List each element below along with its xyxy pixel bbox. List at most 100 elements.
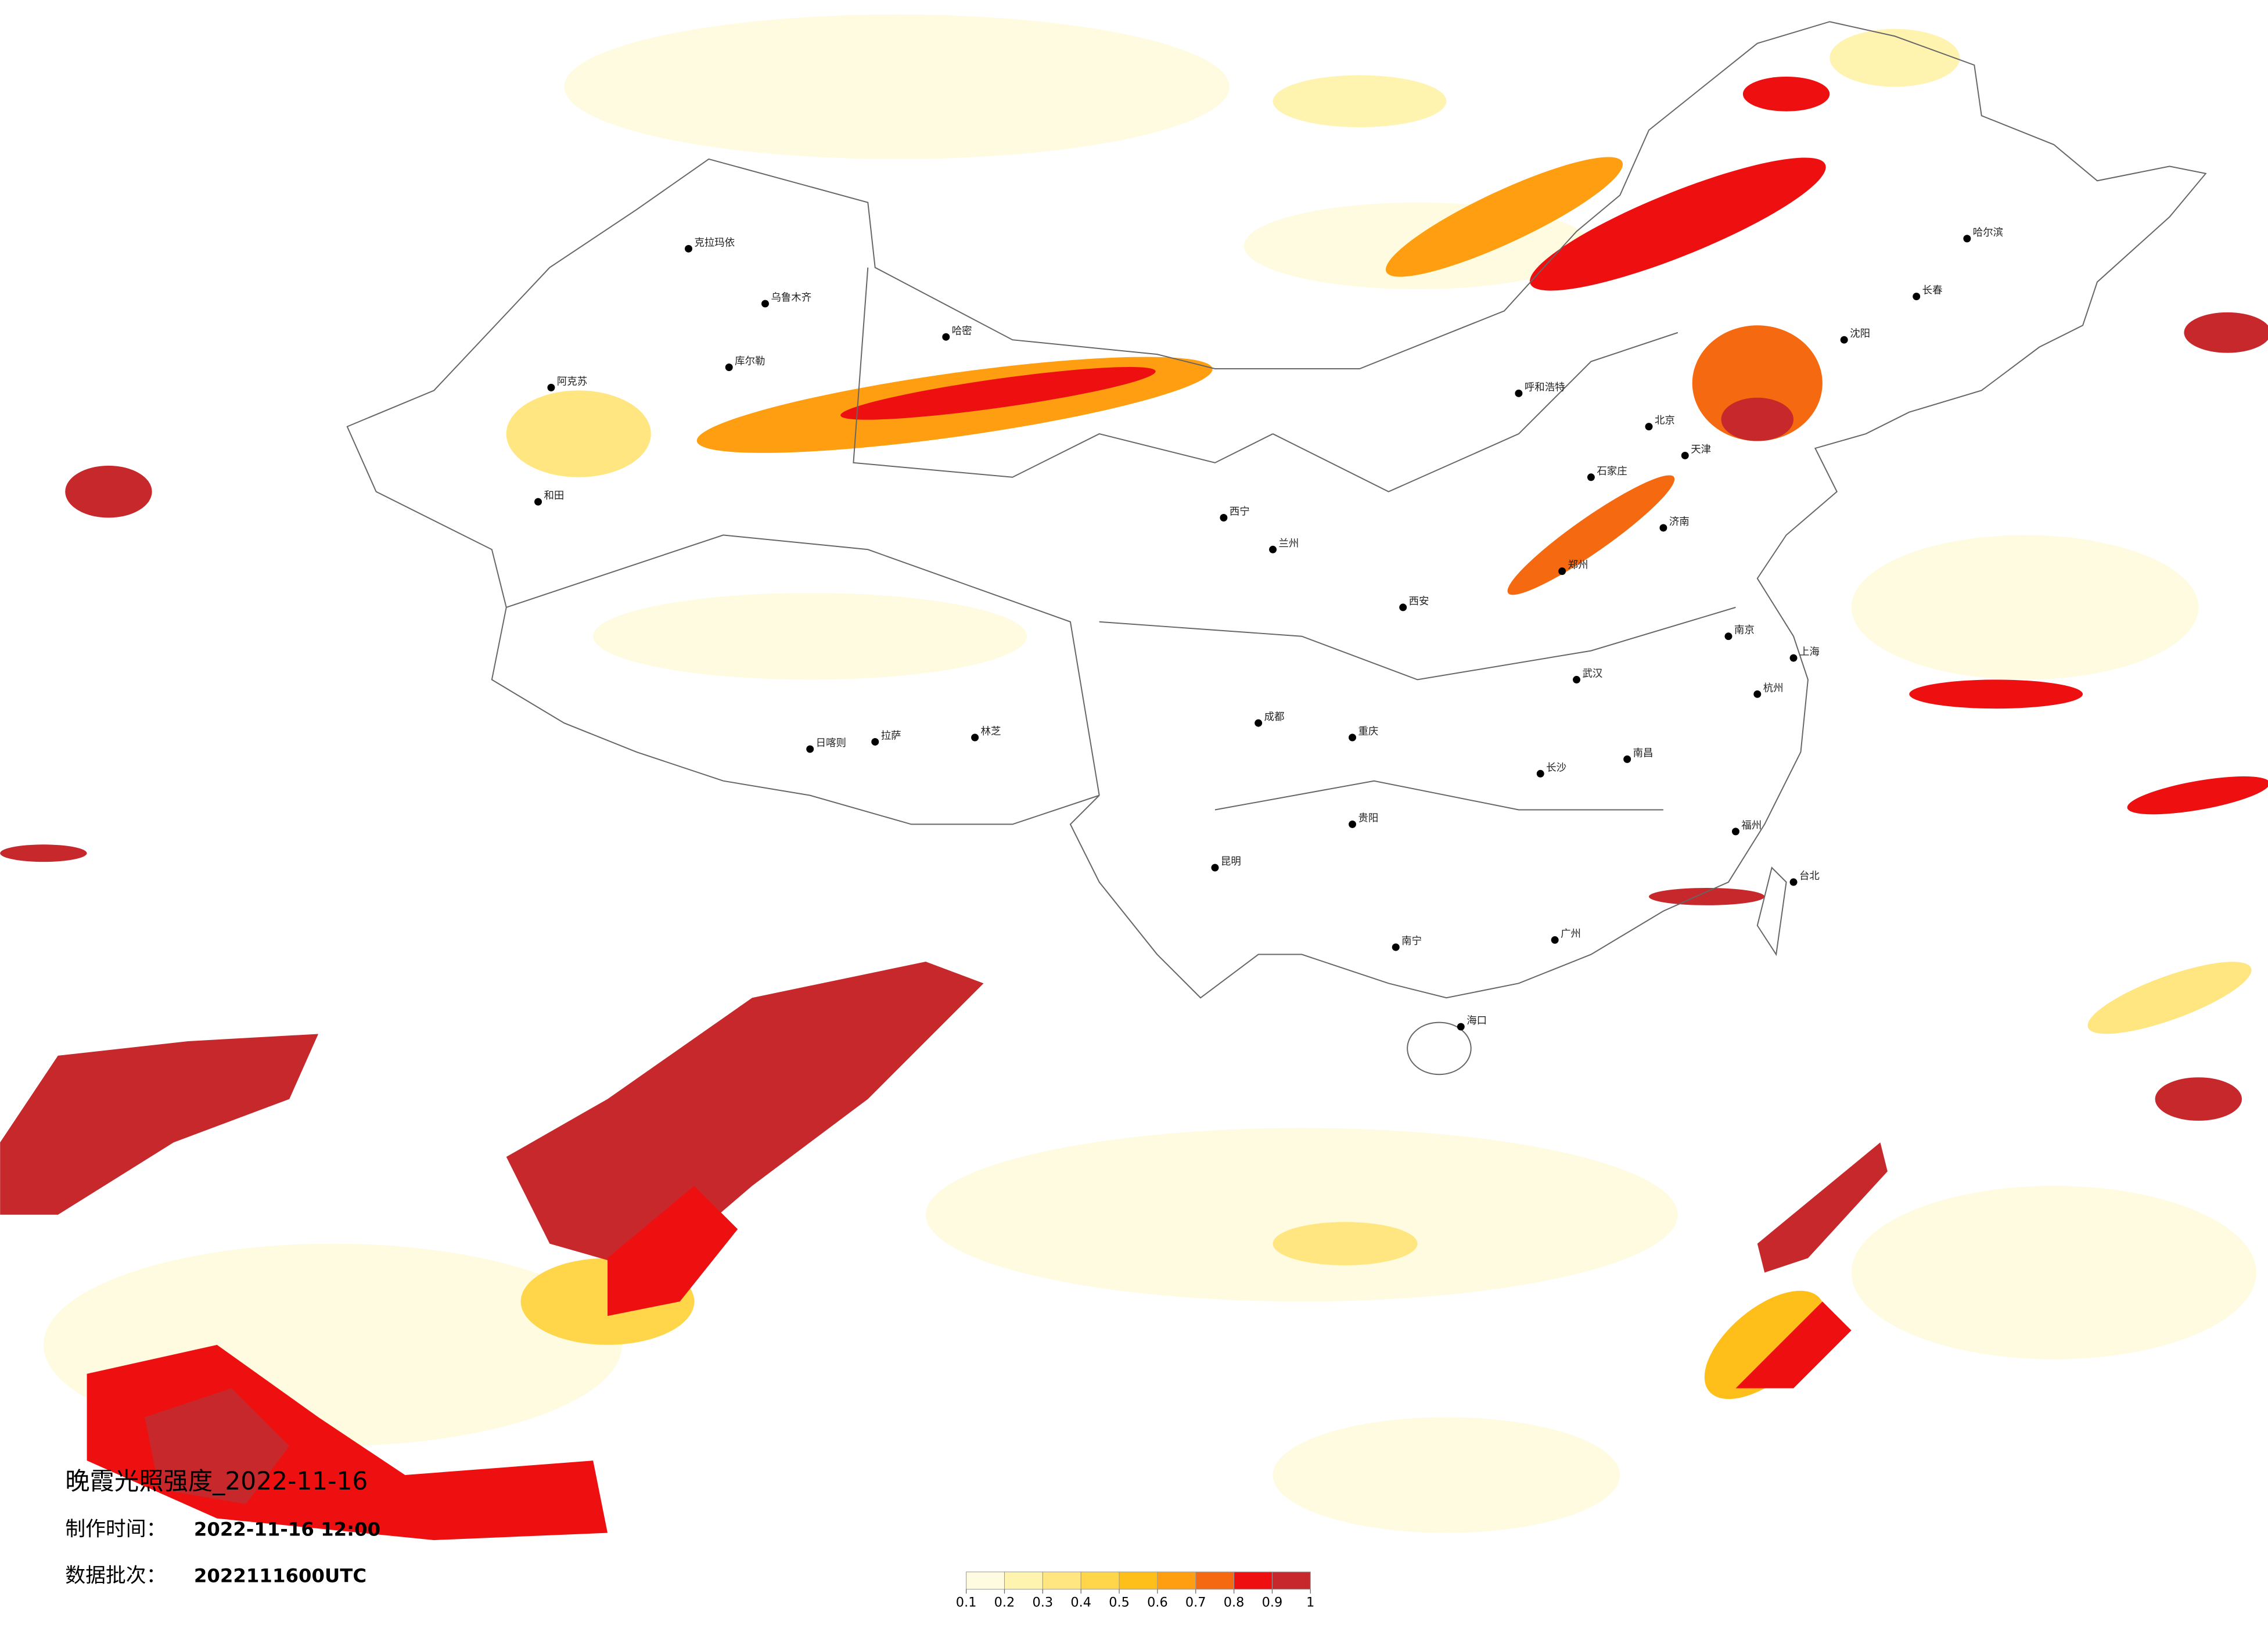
heat-area: [1735, 1301, 1852, 1388]
city-label: 郑州: [1568, 560, 1588, 571]
province-line: [1214, 780, 1663, 811]
city-dot: [1963, 235, 1971, 243]
city-label: 贵阳: [1358, 812, 1378, 824]
legend-tick-label: 0.1: [956, 1595, 977, 1610]
city-dot: [1558, 567, 1566, 575]
city-label: 济南: [1669, 516, 1690, 528]
city-label: 海口: [1467, 1015, 1487, 1027]
city-label: 长春: [1922, 285, 1943, 297]
city-dot: [1551, 936, 1559, 944]
city-label: 广州: [1561, 929, 1581, 940]
city-dot: [1789, 878, 1798, 886]
heat-area: [1830, 28, 1960, 87]
island-outline: [1407, 1021, 1472, 1075]
city-dot: [1255, 719, 1263, 727]
heat-area: [1851, 1185, 2256, 1359]
legend-tick-label: 0.9: [1262, 1595, 1283, 1610]
legend-swatch: [1271, 1571, 1311, 1590]
city-dot: [1399, 603, 1407, 611]
city-dot: [1753, 690, 1762, 698]
city-dot: [1724, 632, 1733, 641]
city-label: 重庆: [1358, 726, 1378, 738]
city-label: 北京: [1655, 415, 1675, 427]
heat-area: [564, 14, 1230, 159]
island-outline: [1756, 866, 1787, 956]
city-dot: [547, 383, 555, 391]
legend-swatch: [1195, 1571, 1235, 1590]
city-label: 克拉玛依: [694, 237, 735, 249]
province-line: [1099, 606, 1736, 681]
heat-area: [2127, 776, 2268, 815]
city-label: 哈尔滨: [1973, 227, 2003, 239]
city-dot: [942, 333, 950, 341]
city-dot: [1623, 755, 1631, 763]
city-dot: [534, 498, 542, 506]
city-dot: [1659, 524, 1667, 532]
heat-area: [1273, 1417, 1620, 1533]
heat-area: [608, 1185, 738, 1316]
city-dot: [1587, 473, 1595, 481]
heat-area: [506, 390, 651, 477]
city-label: 西安: [1409, 596, 1429, 607]
city-dot: [1573, 675, 1580, 684]
heat-area: [925, 1128, 1678, 1302]
city-dot: [1392, 943, 1400, 951]
city-label: 石家庄: [1597, 466, 1627, 477]
city-label: 拉萨: [881, 731, 901, 742]
legend-swatch: [1234, 1571, 1273, 1590]
heat-area: [145, 1388, 290, 1504]
legend-tick-label: 0.6: [1147, 1595, 1168, 1610]
boundaries: [346, 21, 2207, 1075]
legend-swatch: [966, 1571, 1005, 1590]
city-label: 杭州: [1763, 682, 1784, 694]
legend-tick-label: 0.5: [1109, 1595, 1130, 1610]
city-label: 武汉: [1582, 668, 1602, 679]
city-label: 台北: [1799, 870, 1820, 882]
city-dot: [1913, 293, 1921, 300]
city-label: 兰州: [1279, 538, 1299, 549]
city-label: 南昌: [1633, 747, 1654, 759]
city-label: 南宁: [1401, 936, 1422, 947]
city-dot: [1515, 389, 1523, 397]
heat-area: [2155, 1077, 2242, 1121]
legend-tick-label: 1: [1306, 1595, 1314, 1610]
heat-area: [1530, 157, 1826, 291]
city-dot: [806, 745, 814, 753]
heat-area: [1385, 157, 1623, 277]
legend-swatch: [1119, 1571, 1158, 1590]
city-dot: [1349, 820, 1356, 828]
city-label: 库尔勒: [735, 356, 765, 368]
legend: 0.1 0.2 0.3 0.4 0.5 0.6 0.7 0.8 0.9 1: [956, 1571, 1314, 1610]
heat-area: [0, 844, 87, 862]
country-outline: [346, 21, 2207, 999]
province-line: [1273, 332, 1678, 492]
info-label: 制作时间：: [65, 1518, 166, 1541]
heat-area: [0, 1034, 319, 1215]
city-dot: [1349, 733, 1356, 742]
city-dot: [1789, 654, 1798, 662]
heat-area: [840, 366, 1156, 420]
city-dot: [1457, 1023, 1465, 1031]
map-title: 晚霞光照强度_2022-11-16: [65, 1467, 368, 1495]
city-label: 南京: [1734, 625, 1755, 636]
legend-swatch: [1042, 1571, 1081, 1590]
legend-tick-label: 0.4: [1070, 1595, 1091, 1610]
heat-area: [1273, 75, 1447, 128]
heat-area: [1757, 1142, 1888, 1273]
heat-area: [2184, 312, 2268, 353]
city-label: 天津: [1691, 444, 1711, 455]
city-label: 福州: [1741, 820, 1762, 832]
city-dot: [1536, 769, 1544, 778]
city-dot: [871, 738, 879, 746]
city-label: 阿克苏: [557, 376, 587, 387]
city-label: 呼和浩特: [1525, 382, 1565, 393]
city-label: 林芝: [981, 726, 1001, 738]
legend-swatch: [1157, 1571, 1196, 1590]
city-label: 昆明: [1221, 856, 1241, 868]
city-label: 长沙: [1546, 762, 1566, 774]
heat-area: [1721, 397, 1794, 441]
heat-area: [1742, 76, 1830, 111]
legend-tick-label: 0.8: [1224, 1595, 1245, 1610]
heat-area: [1851, 535, 2199, 680]
